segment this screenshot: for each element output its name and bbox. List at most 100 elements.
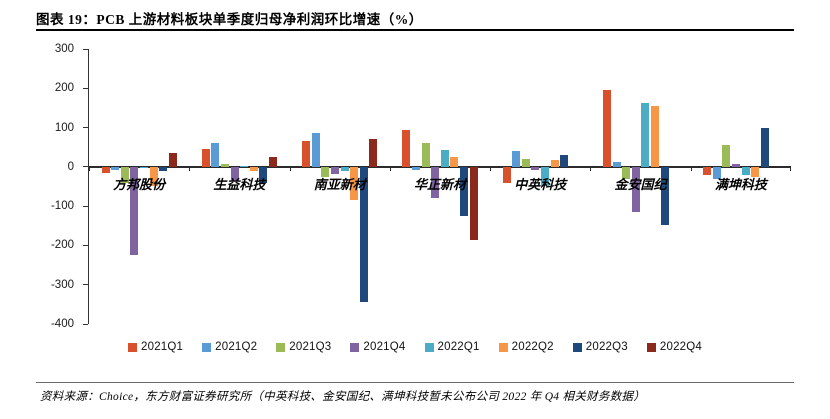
bar-2021Q1-生益科技 [201, 149, 210, 167]
bar-2022Q3-生益科技 [259, 166, 268, 183]
bar-2021Q2-金安国纪 [612, 162, 621, 167]
y-axis-tick [83, 127, 88, 129]
bar-2021Q3-华正新材 [421, 143, 430, 167]
bar-2022Q1-方邦股份 [139, 166, 148, 168]
y-axis-label: -200 [50, 239, 74, 252]
chart-title: 图表 19：PCB 上游材料板块单季度归母净利润环比增速（%） [36, 12, 423, 27]
bar-2022Q1-中英科技 [541, 166, 550, 187]
bar-2022Q3-满坤科技 [760, 127, 769, 167]
bar-2021Q3-南亚新材 [321, 166, 330, 177]
bar-2022Q2-中英科技 [550, 159, 559, 167]
bar-2022Q3-南亚新材 [359, 166, 368, 303]
x-axis-tick [490, 166, 492, 171]
x-axis-tick [289, 166, 291, 171]
bar-2022Q3-华正新材 [460, 166, 468, 216]
legend-item-2022q4: 2022Q4 [646, 341, 702, 353]
legend-swatch [276, 342, 286, 352]
legend-label: 2021Q4 [363, 341, 406, 353]
legend-swatch [202, 342, 212, 352]
bar-2021Q2-中英科技 [512, 151, 521, 167]
bar-2021Q2-南亚新材 [311, 133, 320, 167]
legend-item-2021q3: 2021Q3 [276, 341, 331, 353]
bar-2022Q1-南亚新材 [340, 166, 349, 171]
x-axis-tick [690, 166, 692, 171]
bar-2021Q2-华正新材 [412, 166, 420, 170]
category-label: 华正新材 [413, 176, 467, 192]
x-axis-line [89, 166, 791, 168]
bar-2022Q3-方邦股份 [159, 166, 168, 171]
bar-2022Q4-华正新材 [469, 166, 478, 240]
bar-2021Q4-南亚新材 [330, 166, 339, 174]
bar-2022Q4-生益科技 [269, 157, 278, 167]
legend-swatch [646, 342, 656, 352]
legend-label: 2021Q3 [289, 341, 332, 353]
legend-label: 2022Q2 [511, 341, 554, 353]
bar-2022Q2-南亚新材 [350, 166, 359, 201]
legend-swatch [424, 342, 434, 352]
legend-item-2022q1: 2022Q1 [424, 341, 480, 353]
x-axis-tick [89, 166, 90, 171]
bar-2022Q1-生益科技 [240, 166, 249, 167]
footer-divider [36, 382, 794, 383]
legend-item-2022q3: 2022Q3 [572, 341, 628, 353]
source-note: 资料来源：Choice，东方财富证券研究所（中英科技、金安国纪、满坤科技暂未公布… [40, 391, 646, 403]
bar-2021Q4-方邦股份 [130, 166, 139, 256]
y-axis-tick [83, 323, 88, 325]
y-axis-label: 300 [54, 43, 74, 55]
x-axis-tick [790, 166, 791, 171]
bar-2022Q2-方邦股份 [149, 166, 158, 187]
legend-swatch [128, 342, 137, 352]
legend-label: 2021Q2 [215, 341, 258, 353]
bar-2021Q2-生益科技 [211, 143, 220, 167]
y-axis-labels: 300 200 100 0 -100 -200 -300 -400 [30, 43, 80, 330]
category-label: 金安国纪 [614, 176, 667, 192]
bar-2021Q4-华正新材 [431, 166, 440, 199]
category-label: 中英科技 [514, 176, 567, 192]
y-axis-tick [83, 244, 88, 246]
plot-area: 方邦股份 生益科技 南亚新材 华正新材 中英科技 金安国纪 满坤科技 [83, 48, 791, 325]
legend-label: 2021Q1 [141, 341, 184, 353]
bar-2021Q3-生益科技 [221, 163, 230, 167]
y-axis-label: 100 [54, 121, 74, 134]
bar-2022Q3-金安国纪 [660, 166, 669, 225]
y-axis-tick [83, 48, 88, 50]
bar-2021Q3-中英科技 [521, 159, 530, 167]
legend-label: 2022Q1 [437, 341, 480, 353]
bar-2022Q1-满坤科技 [741, 166, 750, 175]
bar-2022Q4-方邦股份 [168, 153, 177, 167]
y-axis-tick [83, 205, 88, 207]
category-label: 南亚新材 [313, 176, 366, 192]
bar-2021Q4-金安国纪 [631, 166, 640, 213]
bar-2022Q1-金安国纪 [641, 102, 650, 167]
bar-2021Q1-金安国纪 [602, 90, 611, 167]
category-label: 满坤科技 [714, 176, 767, 192]
x-axis-tick [189, 166, 191, 171]
y-axis-label: -100 [50, 200, 74, 213]
legend-item-2022q2: 2022Q2 [498, 341, 554, 353]
bar-2021Q3-方邦股份 [120, 166, 129, 183]
y-axis-label: 200 [54, 82, 74, 95]
x-axis-tick [389, 166, 391, 171]
bar-2022Q1-华正新材 [440, 150, 449, 167]
legend-label: 2022Q4 [659, 341, 702, 353]
legend-swatch [350, 342, 360, 352]
x-axis-tick [590, 166, 592, 171]
y-axis-tick [83, 166, 88, 168]
legend-item-2021q4: 2021Q4 [350, 341, 405, 353]
category-label: 生益科技 [213, 176, 266, 192]
legend-swatch [572, 342, 582, 352]
bar-2021Q1-南亚新材 [302, 141, 311, 167]
category-label: 方邦股份 [113, 176, 166, 192]
bar-2022Q3-中英科技 [560, 155, 569, 167]
legend-label: 2022Q3 [585, 341, 628, 353]
bar-2021Q3-金安国纪 [622, 166, 631, 179]
title-divider [36, 29, 794, 31]
y-axis-tick [83, 284, 88, 286]
bar-2021Q1-方邦股份 [101, 166, 110, 173]
bar-2021Q1-华正新材 [402, 129, 411, 167]
bar-2021Q1-满坤科技 [703, 166, 712, 175]
bar-2021Q2-方邦股份 [111, 166, 120, 170]
bar-2022Q2-满坤科技 [751, 166, 760, 177]
legend-item-2021q2: 2021Q2 [202, 341, 257, 353]
